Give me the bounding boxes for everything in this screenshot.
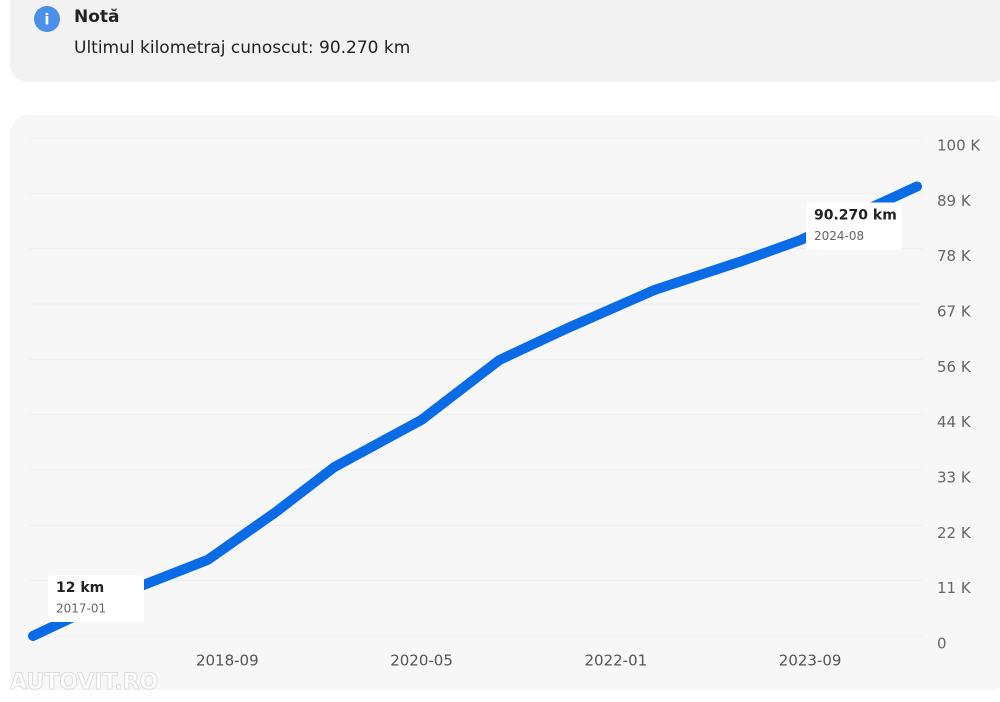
annotation-date: 2024-08 bbox=[814, 229, 864, 243]
x-tick-label: 2018-09 bbox=[196, 652, 259, 670]
y-tick-label: 11 K bbox=[937, 579, 972, 597]
chart-panel bbox=[10, 115, 1000, 690]
info-icon bbox=[34, 6, 60, 32]
y-tick-label: 33 K bbox=[937, 469, 972, 487]
info-glyph: i bbox=[44, 11, 49, 29]
note-title: Notă bbox=[74, 7, 120, 27]
note-text: Ultimul kilometraj cunoscut: 90.270 km bbox=[74, 38, 410, 58]
chart: 0 11 K 22 K 33 K 44 K 56 K 67 K 78 K 89 K 100 K 20… bbox=[28, 137, 981, 670]
line bbox=[28, 181, 922, 641]
value-label: 12 km bbox=[56, 580, 104, 596]
y-tick-label: 56 K bbox=[937, 358, 972, 376]
watermark: AUTOVIT.RO bbox=[10, 670, 158, 695]
y-tick-label: 100 K bbox=[937, 137, 981, 155]
annotation-box bbox=[48, 574, 144, 622]
y-tick-label: 22 K bbox=[937, 524, 972, 542]
note-panel bbox=[10, 0, 1000, 82]
y-tick-label: 89 K bbox=[937, 192, 972, 210]
y-tick-label: 0 bbox=[937, 635, 947, 653]
y-tick-label: 67 K bbox=[937, 302, 972, 320]
y-tick-label: 78 K bbox=[937, 247, 972, 265]
value-label: 90.270 km bbox=[814, 207, 897, 223]
annotation-date: 2017-01 bbox=[56, 601, 106, 615]
annotation-box bbox=[806, 202, 902, 250]
x-tick-label: 2020-05 bbox=[390, 652, 453, 670]
x-tick-label: 2022-01 bbox=[585, 652, 648, 670]
x-tick-label: 2023-09 bbox=[779, 652, 842, 670]
y-tick-label: 44 K bbox=[937, 413, 972, 431]
